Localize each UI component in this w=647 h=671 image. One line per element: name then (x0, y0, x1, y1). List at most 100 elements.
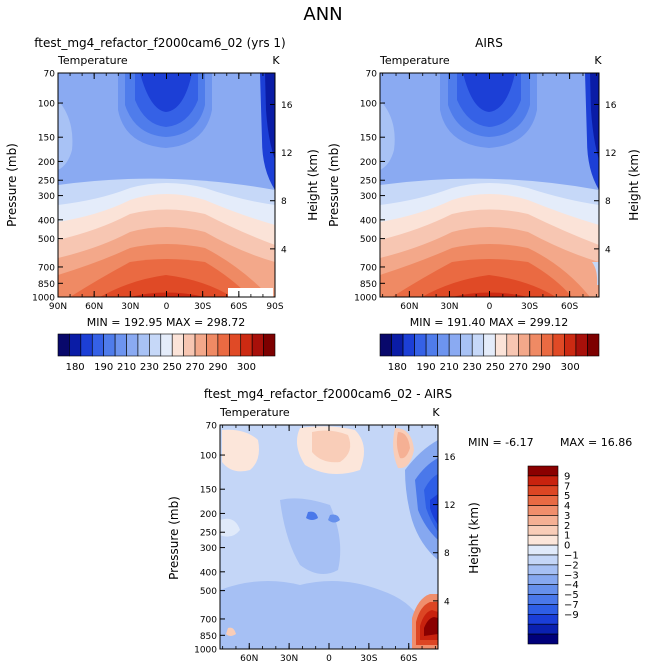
lat-tick-label: 30N (121, 302, 139, 312)
variable-label: Temperature (219, 406, 290, 419)
pressure-tick-label: 700 (200, 615, 217, 625)
height-tick-label: 8 (281, 197, 287, 207)
min-stat: MIN = -6.17 (468, 436, 534, 449)
colorbar-swatch (460, 333, 473, 357)
pressure-tick-label: 400 (200, 568, 217, 578)
lat-tick-label: 60N (85, 302, 103, 312)
pressure-tick-label: 400 (360, 216, 377, 226)
colorbar-swatch (529, 333, 542, 357)
pressure-tick-label: 250 (38, 177, 55, 187)
height-tick-label: 12 (281, 149, 292, 159)
colorbar-swatch (527, 465, 559, 477)
pressure-tick-label: 500 (38, 235, 55, 245)
colorbar-swatch (527, 495, 559, 506)
colorbar-label: −7 (564, 600, 579, 611)
colorbar-swatch (575, 333, 588, 357)
colorbar-swatch (126, 333, 139, 357)
axes: 70 100 150 200 250 300 400 500 700 850 1000 4 8 12 16 9… (32, 70, 293, 313)
colorbar-label: 230 (140, 362, 159, 373)
height-tick-label: 4 (605, 245, 611, 255)
pressure-tick-label: 500 (360, 235, 377, 245)
lat-tick-label: 90S (266, 302, 283, 312)
pressure-tick-label: 150 (360, 134, 377, 144)
colorbar-swatch (69, 333, 82, 357)
colorbar-label: 180 (388, 362, 407, 373)
pressure-tick-label: 70 (44, 70, 56, 80)
colorbar-swatch (57, 333, 70, 357)
units-label: K (594, 54, 602, 67)
colorbar-swatch (527, 604, 559, 615)
colorbar-swatch (183, 333, 196, 357)
colorbar-label: 300 (237, 362, 256, 373)
units-label: K (272, 54, 280, 67)
lat-tick-label: 0 (487, 302, 493, 312)
pressure-tick-label: 1000 (354, 294, 377, 304)
lat-tick-label: 0 (326, 654, 332, 664)
pressure-axis-label: Pressure (mb) (327, 143, 341, 227)
colorbar-swatch (171, 333, 184, 357)
colorbar-airs: 180 190 210 230 250 270 290 300 (379, 333, 600, 373)
colorbar-swatch (587, 333, 600, 357)
colorbar-label: 9 (564, 471, 570, 482)
lat-tick-label: 30S (360, 654, 377, 664)
colorbar-swatch (91, 333, 104, 357)
panel-difference: ftest_mg4_refactor_f2000cam6_02 - AIRS T… (167, 387, 632, 664)
colorbar-swatch (402, 333, 415, 357)
colorbar-swatch (425, 333, 438, 357)
colorbar-swatch (379, 333, 392, 357)
height-tick-label: 4 (281, 245, 287, 255)
variable-label: Temperature (379, 54, 450, 67)
pressure-tick-label: 1000 (194, 646, 217, 656)
pressure-tick-label: 70 (366, 70, 378, 80)
colorbar-label: −4 (564, 580, 579, 591)
pressure-tick-label: 300 (360, 192, 377, 202)
pressure-tick-label: 200 (360, 158, 377, 168)
pressure-axis-label: Pressure (mb) (5, 143, 19, 227)
colorbar-label: −9 (564, 610, 579, 621)
colorbar-label: 180 (66, 362, 85, 373)
colorbar-swatch (527, 544, 559, 556)
colorbar-label: 210 (117, 362, 136, 373)
colorbar-swatch (103, 333, 116, 357)
pressure-tick-label: 700 (360, 263, 377, 273)
colorbar-label: 3 (564, 511, 570, 522)
pressure-tick-label: 200 (200, 510, 217, 520)
colorbar-swatch (527, 554, 559, 566)
pressure-tick-label: 850 (360, 280, 377, 290)
pressure-tick-label: 400 (38, 216, 55, 226)
colorbar-swatch (527, 633, 559, 645)
lat-tick-label: 30N (280, 654, 298, 664)
colorbar-swatch (527, 594, 559, 605)
colorbar-swatch (527, 525, 559, 536)
colorbar-swatch (506, 333, 519, 357)
lat-tick-label: 60N (240, 654, 258, 664)
min-max-stats: MIN = 191.40 MAX = 299.12 (410, 316, 568, 329)
pressure-tick-label: 850 (38, 280, 55, 290)
colorbar-label: 7 (564, 481, 570, 492)
colorbar-label: −1 (564, 551, 579, 562)
height-tick-label: 8 (605, 197, 611, 207)
lat-tick-label: 30S (194, 302, 211, 312)
colorbar-swatch (229, 333, 242, 357)
height-tick-label: 16 (444, 453, 456, 463)
colorbar-label: 210 (440, 362, 459, 373)
height-tick-label: 12 (605, 149, 616, 159)
colorbar-label: 270 (509, 362, 528, 373)
colorbar-label: 290 (208, 362, 227, 373)
lat-tick-label: 90N (49, 302, 67, 312)
colorbar-swatch (448, 333, 461, 357)
colorbar-label: 230 (463, 362, 482, 373)
pressure-tick-label: 1000 (32, 294, 55, 304)
pressure-tick-label: 250 (200, 529, 217, 539)
height-axis-label: Height (km) (467, 502, 481, 573)
pressure-tick-label: 70 (206, 422, 218, 432)
min-max-stats: MIN = 192.95 MAX = 298.72 (87, 316, 245, 329)
colorbar-label: 250 (486, 362, 505, 373)
height-axis-label: Height (km) (306, 149, 320, 220)
axes: 70 100 150 200 250 300 400 500 700 850 1000 4 8 12 16 6… (194, 422, 456, 665)
colorbar-swatch (527, 623, 559, 635)
colorbar-swatch (114, 333, 127, 357)
colorbar-swatch (527, 534, 559, 546)
colorbar-swatch (527, 564, 559, 576)
